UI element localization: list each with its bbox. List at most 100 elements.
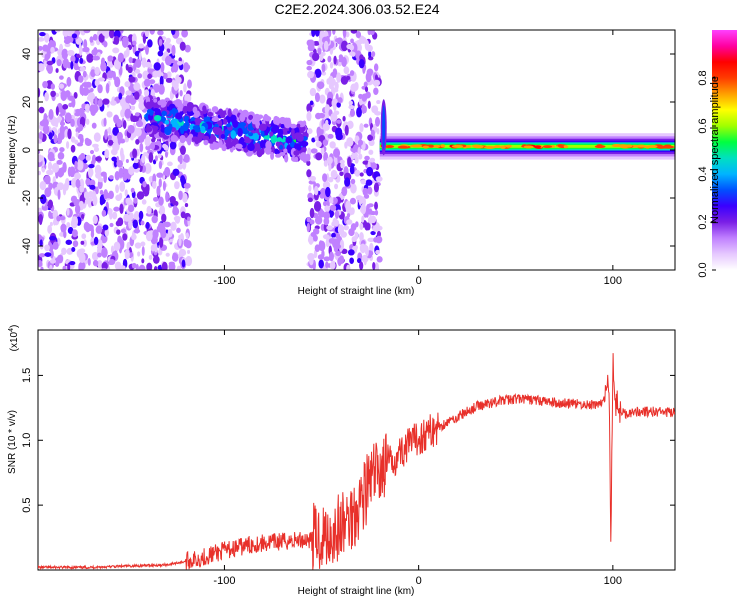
spectrogram-cell	[56, 254, 64, 264]
spectrogram-cell	[116, 159, 124, 168]
spectrogram-cell	[38, 214, 43, 224]
spectrogram-cell	[145, 112, 149, 122]
spectrogram-cell	[318, 240, 326, 252]
spectrogram-cell	[125, 197, 132, 205]
spectrogram-cell	[309, 175, 316, 182]
spectrogram-cell	[159, 237, 164, 248]
spectrogram-x-tick-label: 100	[604, 275, 622, 287]
spectrogram-x-ticks: -100 0 100	[213, 30, 622, 287]
spectrogram-cell	[185, 105, 194, 112]
spectrogram-cell	[169, 141, 177, 150]
spectrogram-cell	[362, 187, 369, 196]
spectrogram-cell	[170, 221, 177, 231]
spectrogram-cell	[85, 154, 91, 162]
spectrogram-cell	[72, 240, 79, 248]
spectrogram-cell	[264, 131, 269, 136]
spectrogram-cell	[368, 50, 372, 59]
spectrogram-cell	[61, 247, 67, 255]
spectrogram-cell	[38, 139, 43, 144]
spectrogram-cell	[176, 227, 181, 234]
spectrogram-cell	[95, 225, 103, 234]
spectrogram-cell	[375, 176, 383, 182]
spectrogram-cell	[373, 63, 379, 72]
spectrogram-cell	[325, 261, 329, 269]
spectrogram-cell	[159, 205, 166, 216]
spectrogram-cell	[259, 139, 265, 149]
spectrogram-cell	[337, 257, 342, 267]
spectrogram-cell	[314, 30, 320, 37]
spectrogram-cell	[283, 148, 288, 153]
spectrogram-cell	[364, 155, 370, 161]
spectrogram-cell	[59, 216, 66, 221]
spectrogram-cell	[265, 140, 272, 150]
spectrogram-cell	[264, 115, 272, 122]
spectrogram-cell	[339, 239, 345, 251]
spectrogram-cell	[59, 83, 65, 89]
spectrogram-cell	[38, 45, 43, 51]
spectrogram-cell	[369, 157, 376, 163]
spectrogram-cell	[48, 210, 52, 218]
spectrogram-cell	[182, 192, 188, 203]
spectrogram-cell	[557, 144, 563, 148]
spectrogram-cell	[152, 83, 160, 93]
spectrogram-cell	[152, 255, 160, 264]
spectrogram-cell	[57, 189, 61, 200]
snr-y-multiplier-exp: 4	[8, 328, 15, 332]
spectrogram-cell	[124, 189, 128, 197]
spectrogram-cell	[284, 154, 289, 163]
spectrogram-cell	[80, 240, 85, 245]
spectrogram-cell	[374, 201, 378, 211]
spectrogram-cell	[214, 127, 223, 133]
spectrogram-cell	[98, 77, 106, 82]
spectrogram-cell	[44, 244, 50, 252]
spectrogram-cell	[357, 146, 361, 155]
spectrogram-cell	[373, 87, 379, 96]
spectrogram-cell	[348, 228, 355, 237]
spectrogram-cell	[38, 260, 43, 267]
spectrogram-cell	[94, 96, 98, 107]
spectrogram-cell	[102, 98, 110, 105]
spectrogram-cell	[172, 200, 179, 207]
spectrogram-cell	[330, 169, 338, 179]
spectrogram-cell	[254, 143, 260, 149]
spectrogram-cell	[61, 48, 69, 60]
spectrogram-cell	[343, 66, 350, 75]
spectrogram-cell	[635, 144, 647, 148]
spectrogram-cell	[112, 126, 119, 136]
spectrogram-cell	[73, 91, 78, 99]
spectrogram-cell	[375, 249, 381, 255]
spectrogram-cell	[344, 177, 351, 187]
spectrogram-cell	[340, 162, 345, 169]
spectrogram-cell	[374, 111, 382, 116]
spectrogram-cell	[141, 258, 145, 264]
spectrogram-cell	[311, 137, 316, 143]
colorbar: 0.0 0.2 0.4 0.6 0.8 Normalized spectral ampl…	[697, 30, 737, 278]
spectrogram-cell	[70, 144, 76, 153]
spectrogram-cell	[248, 114, 254, 121]
snr-y-multiplier-base: (x10	[9, 331, 20, 351]
spectrogram-cell	[76, 160, 84, 171]
spectrogram-cell	[182, 123, 189, 132]
spectrogram-cell	[79, 57, 84, 64]
spectrogram-cell	[183, 115, 190, 123]
spectrogram-cell	[173, 80, 179, 91]
spectrogram-cell	[207, 111, 214, 117]
spectrogram-cell	[335, 250, 342, 257]
spectrogram-cell	[138, 264, 146, 270]
spectrogram-cell	[99, 189, 104, 196]
spectrogram-cell	[114, 76, 121, 88]
spectrogram-cell	[127, 124, 135, 134]
spectrogram-cell	[107, 134, 112, 140]
spectrogram-cell	[95, 156, 102, 162]
spectrogram-cell	[323, 160, 328, 167]
spectrogram-cell	[218, 108, 224, 116]
spectrogram-cell	[397, 145, 409, 149]
spectrogram-cell	[97, 98, 103, 108]
spectrogram-cell	[85, 178, 91, 186]
spectrogram-cell	[335, 133, 343, 141]
spectrogram-cell	[153, 62, 161, 71]
spectrogram-cell	[49, 235, 57, 241]
spectrogram-cell	[306, 222, 311, 233]
spectrogram-cell	[179, 145, 186, 155]
